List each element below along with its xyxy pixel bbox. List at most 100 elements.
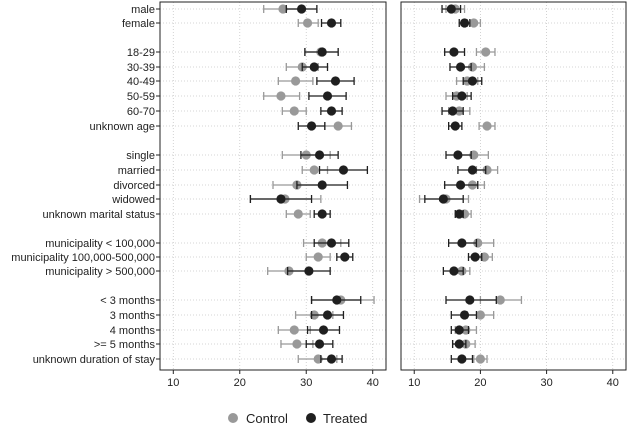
treated-point (338, 165, 349, 175)
category-label: >= 5 months (94, 339, 156, 351)
control-point (302, 18, 313, 28)
treated-point (322, 91, 333, 101)
control-point (467, 62, 478, 72)
x-tick-label: 20 (474, 377, 486, 389)
treated-point (454, 209, 464, 219)
treated-point (317, 47, 327, 57)
treated-point (306, 121, 317, 131)
treated-point (326, 18, 337, 28)
treated-point (276, 194, 286, 204)
treated-point (317, 180, 327, 190)
treated-point (467, 165, 478, 175)
treated-point (465, 295, 475, 305)
legend: Control Treated (228, 411, 367, 426)
treated-point (449, 266, 459, 276)
treated-point (455, 180, 466, 190)
panel-right-frame (400, 1, 627, 371)
panel-left-frame (159, 1, 387, 371)
category-label: 30-39 (127, 62, 155, 74)
category-label: widowed (111, 194, 155, 206)
treated-point (457, 238, 467, 248)
legend-treated-marker (306, 413, 316, 423)
treated-point (453, 150, 463, 160)
control-point (291, 76, 301, 86)
x-axis-ticks: 10 20 30 40 10 20 30 40 (167, 370, 619, 389)
treated-point (318, 325, 329, 335)
treated-point (470, 252, 480, 262)
x-tick-label: 10 (408, 377, 420, 389)
category-label: male (131, 4, 155, 16)
legend-control-marker (228, 413, 238, 423)
treated-point (332, 295, 342, 305)
treated-point (340, 252, 350, 262)
category-label: unknown duration of stay (33, 354, 156, 366)
treated-point (449, 47, 459, 57)
category-label: 3 months (110, 310, 156, 322)
control-point (293, 209, 303, 219)
category-label: < 3 months (100, 295, 155, 307)
treated-point (448, 106, 458, 116)
treated-point (446, 4, 456, 14)
treated-point (438, 194, 448, 204)
treated-point (454, 325, 464, 335)
control-point (481, 47, 491, 57)
control-point (473, 238, 483, 248)
control-point (333, 121, 343, 131)
treated-point (454, 339, 464, 349)
control-point (309, 165, 319, 175)
treated-point (309, 62, 319, 72)
control-point (475, 310, 486, 320)
control-point (276, 91, 286, 101)
control-point (495, 295, 505, 305)
category-label: unknown age (90, 121, 155, 133)
treated-point (317, 209, 327, 219)
category-labels: male female 18-29 30-39 40-49 50-59 60-70 unkno… (11, 4, 160, 366)
x-tick-label: 20 (234, 377, 246, 389)
control-point (289, 325, 299, 335)
category-label: municipality > 500,000 (45, 266, 155, 278)
treated-point (455, 62, 466, 72)
data-marks (249, 4, 523, 364)
treated-point (457, 354, 467, 364)
treated-point (326, 238, 337, 248)
control-point (313, 252, 323, 262)
category-label: 60-70 (127, 106, 155, 118)
control-point (482, 165, 492, 175)
legend-treated-label: Treated (323, 411, 367, 426)
legend-control-label: Control (246, 411, 288, 426)
category-label: divorced (113, 180, 155, 192)
control-point (475, 354, 486, 364)
grid-layer (160, 2, 626, 370)
treated-point (459, 18, 470, 28)
category-label: 40-49 (127, 76, 155, 88)
x-tick-label: 30 (540, 377, 552, 389)
treated-point (296, 4, 307, 14)
control-point (482, 121, 492, 131)
treated-point (450, 121, 460, 131)
x-tick-label: 30 (300, 377, 312, 389)
category-label: 18-29 (127, 47, 155, 59)
x-tick-label: 40 (367, 377, 379, 389)
category-label: single (126, 150, 155, 162)
treated-point (304, 266, 314, 276)
category-label: municipality < 100,000 (45, 238, 155, 250)
category-label: 4 months (110, 325, 156, 337)
treated-point (326, 354, 337, 364)
treated-point (314, 150, 325, 160)
x-tick-label: 40 (607, 377, 619, 389)
control-point (469, 18, 479, 28)
category-label: married (118, 165, 155, 177)
treated-point (326, 106, 337, 116)
treated-point (330, 76, 341, 86)
category-label: 50-59 (127, 91, 155, 103)
x-tick-label: 10 (167, 377, 179, 389)
category-label: unknown marital status (43, 209, 156, 221)
category-label: female (122, 18, 155, 30)
treated-point (322, 310, 333, 320)
treated-point (459, 310, 470, 320)
control-point (289, 106, 299, 116)
panel-frames (159, 1, 627, 371)
control-point (278, 4, 288, 14)
control-point (292, 339, 302, 349)
